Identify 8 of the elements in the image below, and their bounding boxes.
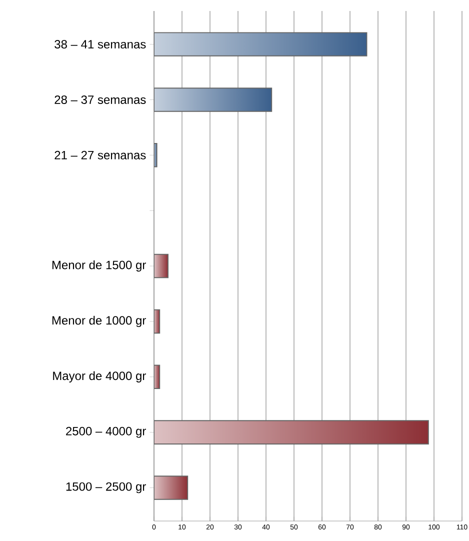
y-tick-label: 1500 – 2500 gr — [66, 482, 146, 494]
y-tick-label: 2500 – 4000 gr — [66, 426, 146, 438]
y-tick-label: Mayor de 4000 gr — [53, 371, 146, 382]
y-tick-label: 28 – 37 semanas — [54, 95, 146, 104]
y-tick-label: 38 – 41 semanas — [54, 40, 146, 49]
y-tick-label: 21 – 27 semanas — [54, 150, 146, 160]
y-tick-label: Menor de 1000 gr — [52, 316, 146, 328]
y-tick-label: Menor de 1500 gr — [52, 260, 146, 272]
